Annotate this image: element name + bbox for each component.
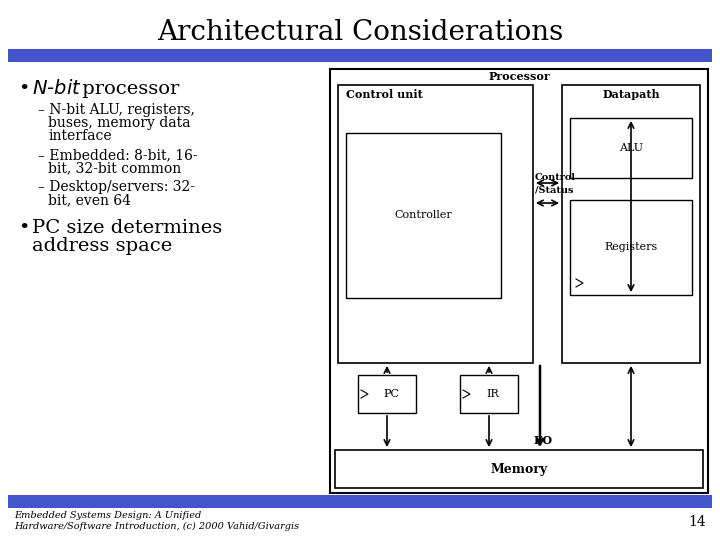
Text: PC: PC (383, 389, 399, 399)
Text: Processor: Processor (488, 71, 550, 83)
Text: Control: Control (535, 173, 576, 183)
Text: buses, memory data: buses, memory data (48, 116, 191, 130)
Text: I/O: I/O (534, 435, 552, 446)
Text: Datapath: Datapath (602, 89, 660, 99)
Text: PC size determines: PC size determines (32, 219, 222, 237)
Text: – Desktop/servers: 32-: – Desktop/servers: 32- (38, 180, 195, 194)
Bar (8, 49, 712, 62)
Text: bit, 32-bit common: bit, 32-bit common (48, 161, 181, 175)
Bar (460, 375, 518, 413)
Bar (570, 118, 692, 178)
Text: interface: interface (48, 129, 112, 143)
Bar (570, 200, 692, 295)
Text: /Status: /Status (535, 186, 574, 194)
Bar (338, 85, 533, 363)
Text: Memory: Memory (490, 462, 548, 476)
Text: Embedded Systems Design: A Unified: Embedded Systems Design: A Unified (14, 511, 202, 521)
Text: – N-bit ALU, registers,: – N-bit ALU, registers, (38, 103, 195, 117)
Text: – Embedded: 8-bit, 16-: – Embedded: 8-bit, 16- (38, 148, 197, 162)
Text: bit, even 64: bit, even 64 (48, 193, 131, 207)
Bar (330, 69, 708, 493)
Text: Architectural Considerations: Architectural Considerations (157, 19, 563, 46)
Bar (562, 85, 700, 363)
Text: ALU: ALU (619, 143, 643, 153)
Bar (8, 495, 712, 508)
Text: $N$-$bit$: $N$-$bit$ (32, 79, 81, 98)
Text: address space: address space (32, 237, 172, 255)
Text: Control unit: Control unit (346, 89, 423, 99)
Text: Hardware/Software Introduction, (c) 2000 Vahid/Givargis: Hardware/Software Introduction, (c) 2000… (14, 522, 299, 531)
Bar (358, 375, 416, 413)
Text: Controller: Controller (395, 211, 452, 220)
Text: processor: processor (76, 80, 179, 98)
Text: IR: IR (487, 389, 500, 399)
Text: •: • (18, 219, 30, 237)
Text: Registers: Registers (604, 242, 657, 253)
Text: 14: 14 (688, 515, 706, 529)
Bar (335, 450, 703, 488)
Text: •: • (18, 80, 30, 98)
Bar (346, 133, 501, 298)
